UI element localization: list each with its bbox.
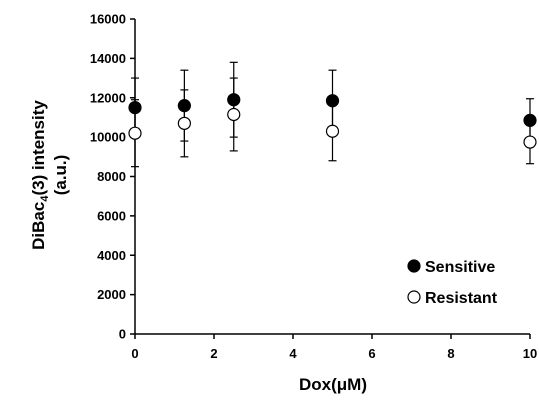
y-axis-title-subscript: 4	[39, 195, 51, 202]
plot-area: 0 2000 4000 6000 8000 10000 12000 14000 16000 0 2 4…	[90, 12, 537, 362]
y-tick-label: 2000	[97, 287, 126, 302]
y-axis-title-line1: DiBac4(3) intensity	[29, 100, 51, 250]
legend-label-sensitive: Sensitive	[425, 259, 495, 276]
data-point-resistant	[523, 135, 537, 149]
x-tick-label: 8	[447, 346, 454, 361]
x-tick-label: 0	[131, 346, 138, 361]
y-tick-label: 16000	[90, 12, 126, 27]
data-point-sensitive	[227, 93, 241, 107]
y-axis-label: DiBac4(3) intensity (a.u.)	[29, 100, 70, 250]
y-axis-title-rest: (3) intensity	[29, 100, 48, 196]
data-point-resistant	[128, 126, 142, 140]
x-tick-label: 4	[289, 346, 297, 361]
legend-marker-resistant	[407, 290, 421, 304]
x-tick-label: 2	[210, 346, 217, 361]
x-tick-label: 10	[523, 346, 537, 361]
legend-label-resistant: Resistant	[425, 290, 498, 307]
data-point-resistant	[325, 124, 340, 138]
x-tick-label: 6	[368, 346, 375, 361]
y-tick-label: 8000	[97, 169, 126, 184]
data-point-sensitive	[325, 94, 340, 108]
legend-marker-sensitive	[407, 259, 421, 273]
data-point-sensitive	[128, 100, 142, 115]
y-tick-label: 10000	[90, 130, 126, 145]
data-point-resistant	[227, 107, 241, 122]
y-tick-label: 12000	[90, 90, 126, 105]
y-axis-title-main: DiBac	[29, 202, 48, 250]
data-point-sensitive	[177, 99, 191, 113]
y-tick-label: 6000	[97, 208, 126, 223]
y-tick-label: 0	[119, 327, 126, 342]
data-point-resistant	[177, 116, 191, 130]
x-axis-title: Dox(μM)	[299, 375, 367, 394]
y-axis-title-line2: (a.u.)	[51, 155, 70, 196]
y-tick-label: 14000	[90, 51, 126, 66]
data-point-sensitive	[523, 113, 537, 127]
y-tick-label: 4000	[97, 248, 126, 263]
